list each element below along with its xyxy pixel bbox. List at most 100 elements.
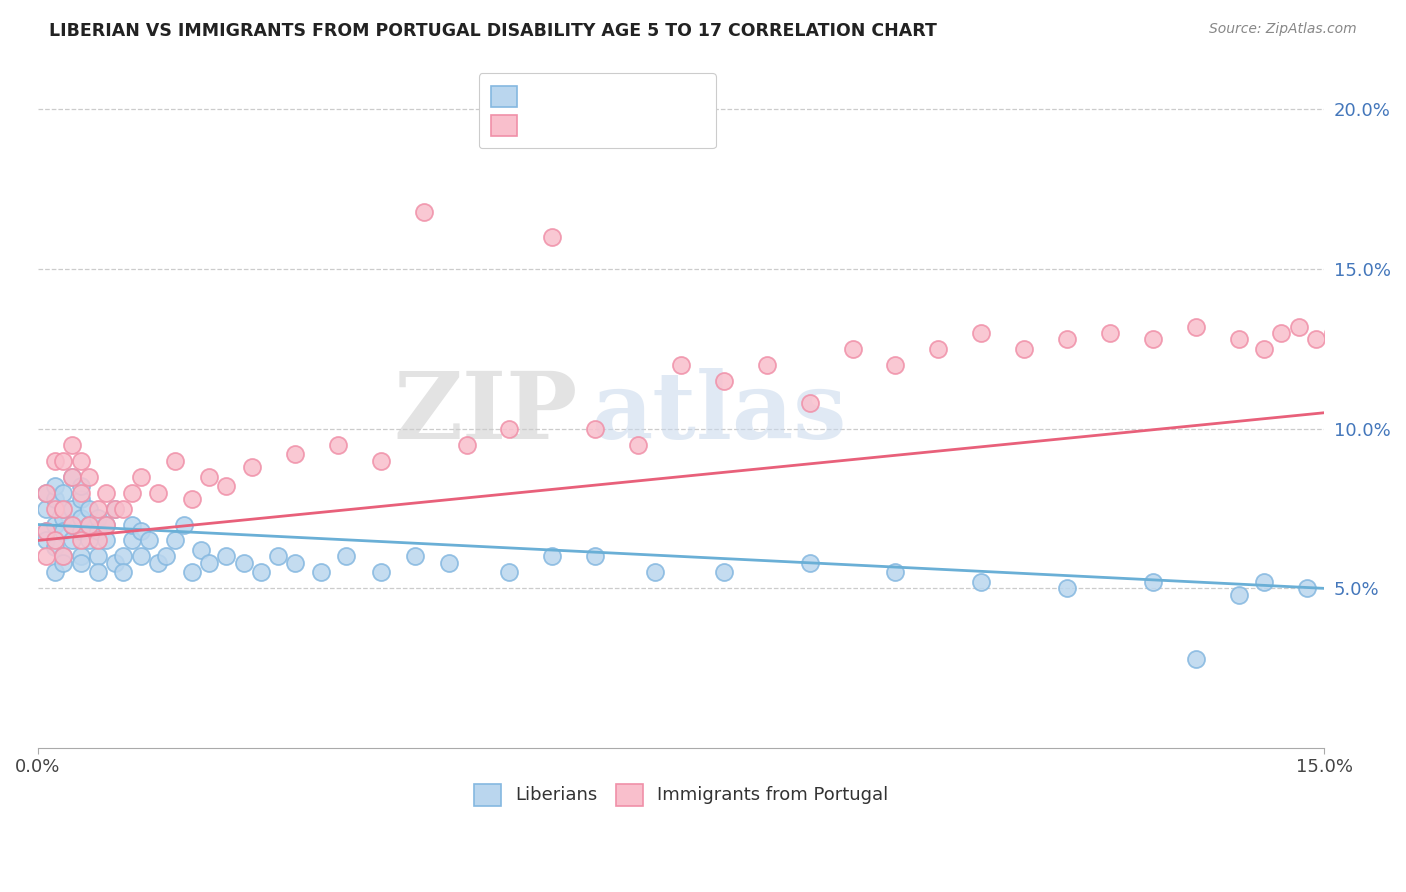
Text: R = -0.117: R = -0.117 [508,106,605,124]
Text: R = 0.354: R = 0.354 [508,136,598,153]
Point [69,524,91,538]
Point [1296,582,1319,596]
Point [87,501,110,516]
Point [627,438,650,452]
Point [129,524,152,538]
Point [87,566,110,580]
Point [249,566,271,580]
Point [309,566,332,580]
Point [163,453,186,467]
Point [69,453,91,467]
Point [44,566,66,580]
Text: LIBERIAN VS IMMIGRANTS FROM PORTUGAL DISABILITY AGE 5 TO 17 CORRELATION CHART: LIBERIAN VS IMMIGRANTS FROM PORTUGAL DIS… [49,22,936,40]
Point [44,453,66,467]
Point [1339,342,1361,356]
Point [1374,326,1396,340]
Point [69,556,91,570]
Point [370,453,392,467]
Point [1253,342,1275,356]
Point [44,479,66,493]
Point [129,549,152,564]
Point [326,438,349,452]
Point [35,485,58,500]
Point [884,358,907,372]
Point [77,469,100,483]
Point [1270,326,1292,340]
Point [240,460,263,475]
Point [52,453,75,467]
Point [498,422,520,436]
Point [755,358,778,372]
Point [87,524,110,538]
Point [104,501,127,516]
Point [52,524,75,538]
Point [69,549,91,564]
Point [146,556,169,570]
Point [456,438,478,452]
Point [1355,332,1378,346]
Point [138,533,160,548]
Point [173,517,195,532]
Point [112,501,135,516]
Point [121,517,143,532]
Point [60,517,83,532]
Point [35,524,58,538]
Point [96,533,118,548]
Point [1098,326,1121,340]
Point [44,491,66,506]
Point [35,501,58,516]
Point [541,549,564,564]
Point [1056,582,1078,596]
Point [927,342,949,356]
Point [370,566,392,580]
Point [669,358,692,372]
Point [44,501,66,516]
Point [96,517,118,532]
Point [970,326,993,340]
Point [52,501,75,516]
Point [799,396,821,410]
Point [96,485,118,500]
Point [181,566,204,580]
Point [841,342,863,356]
Point [146,485,169,500]
Point [713,374,735,388]
Point [267,549,290,564]
Point [198,469,221,483]
Point [87,549,110,564]
Point [215,479,238,493]
Point [799,556,821,570]
Point [52,485,75,500]
Point [121,533,143,548]
Point [87,511,110,525]
Point [96,517,118,532]
Point [44,517,66,532]
Point [77,501,100,516]
Point [404,549,426,564]
Point [335,549,357,564]
Point [104,556,127,570]
Point [1142,332,1164,346]
Point [163,533,186,548]
Point [1322,326,1344,340]
Point [284,447,307,461]
Point [1142,574,1164,589]
Text: N = 74: N = 74 [617,106,696,124]
Point [52,556,75,570]
Point [129,469,152,483]
Point [52,511,75,525]
Point [35,485,58,500]
Point [713,566,735,580]
Point [87,533,110,548]
Point [541,230,564,244]
Point [284,556,307,570]
Point [190,543,212,558]
Point [198,556,221,570]
Point [77,517,100,532]
Point [155,549,177,564]
Text: N = 62: N = 62 [617,136,696,153]
Point [69,533,91,548]
Point [69,485,91,500]
Point [112,549,135,564]
Point [69,491,91,506]
